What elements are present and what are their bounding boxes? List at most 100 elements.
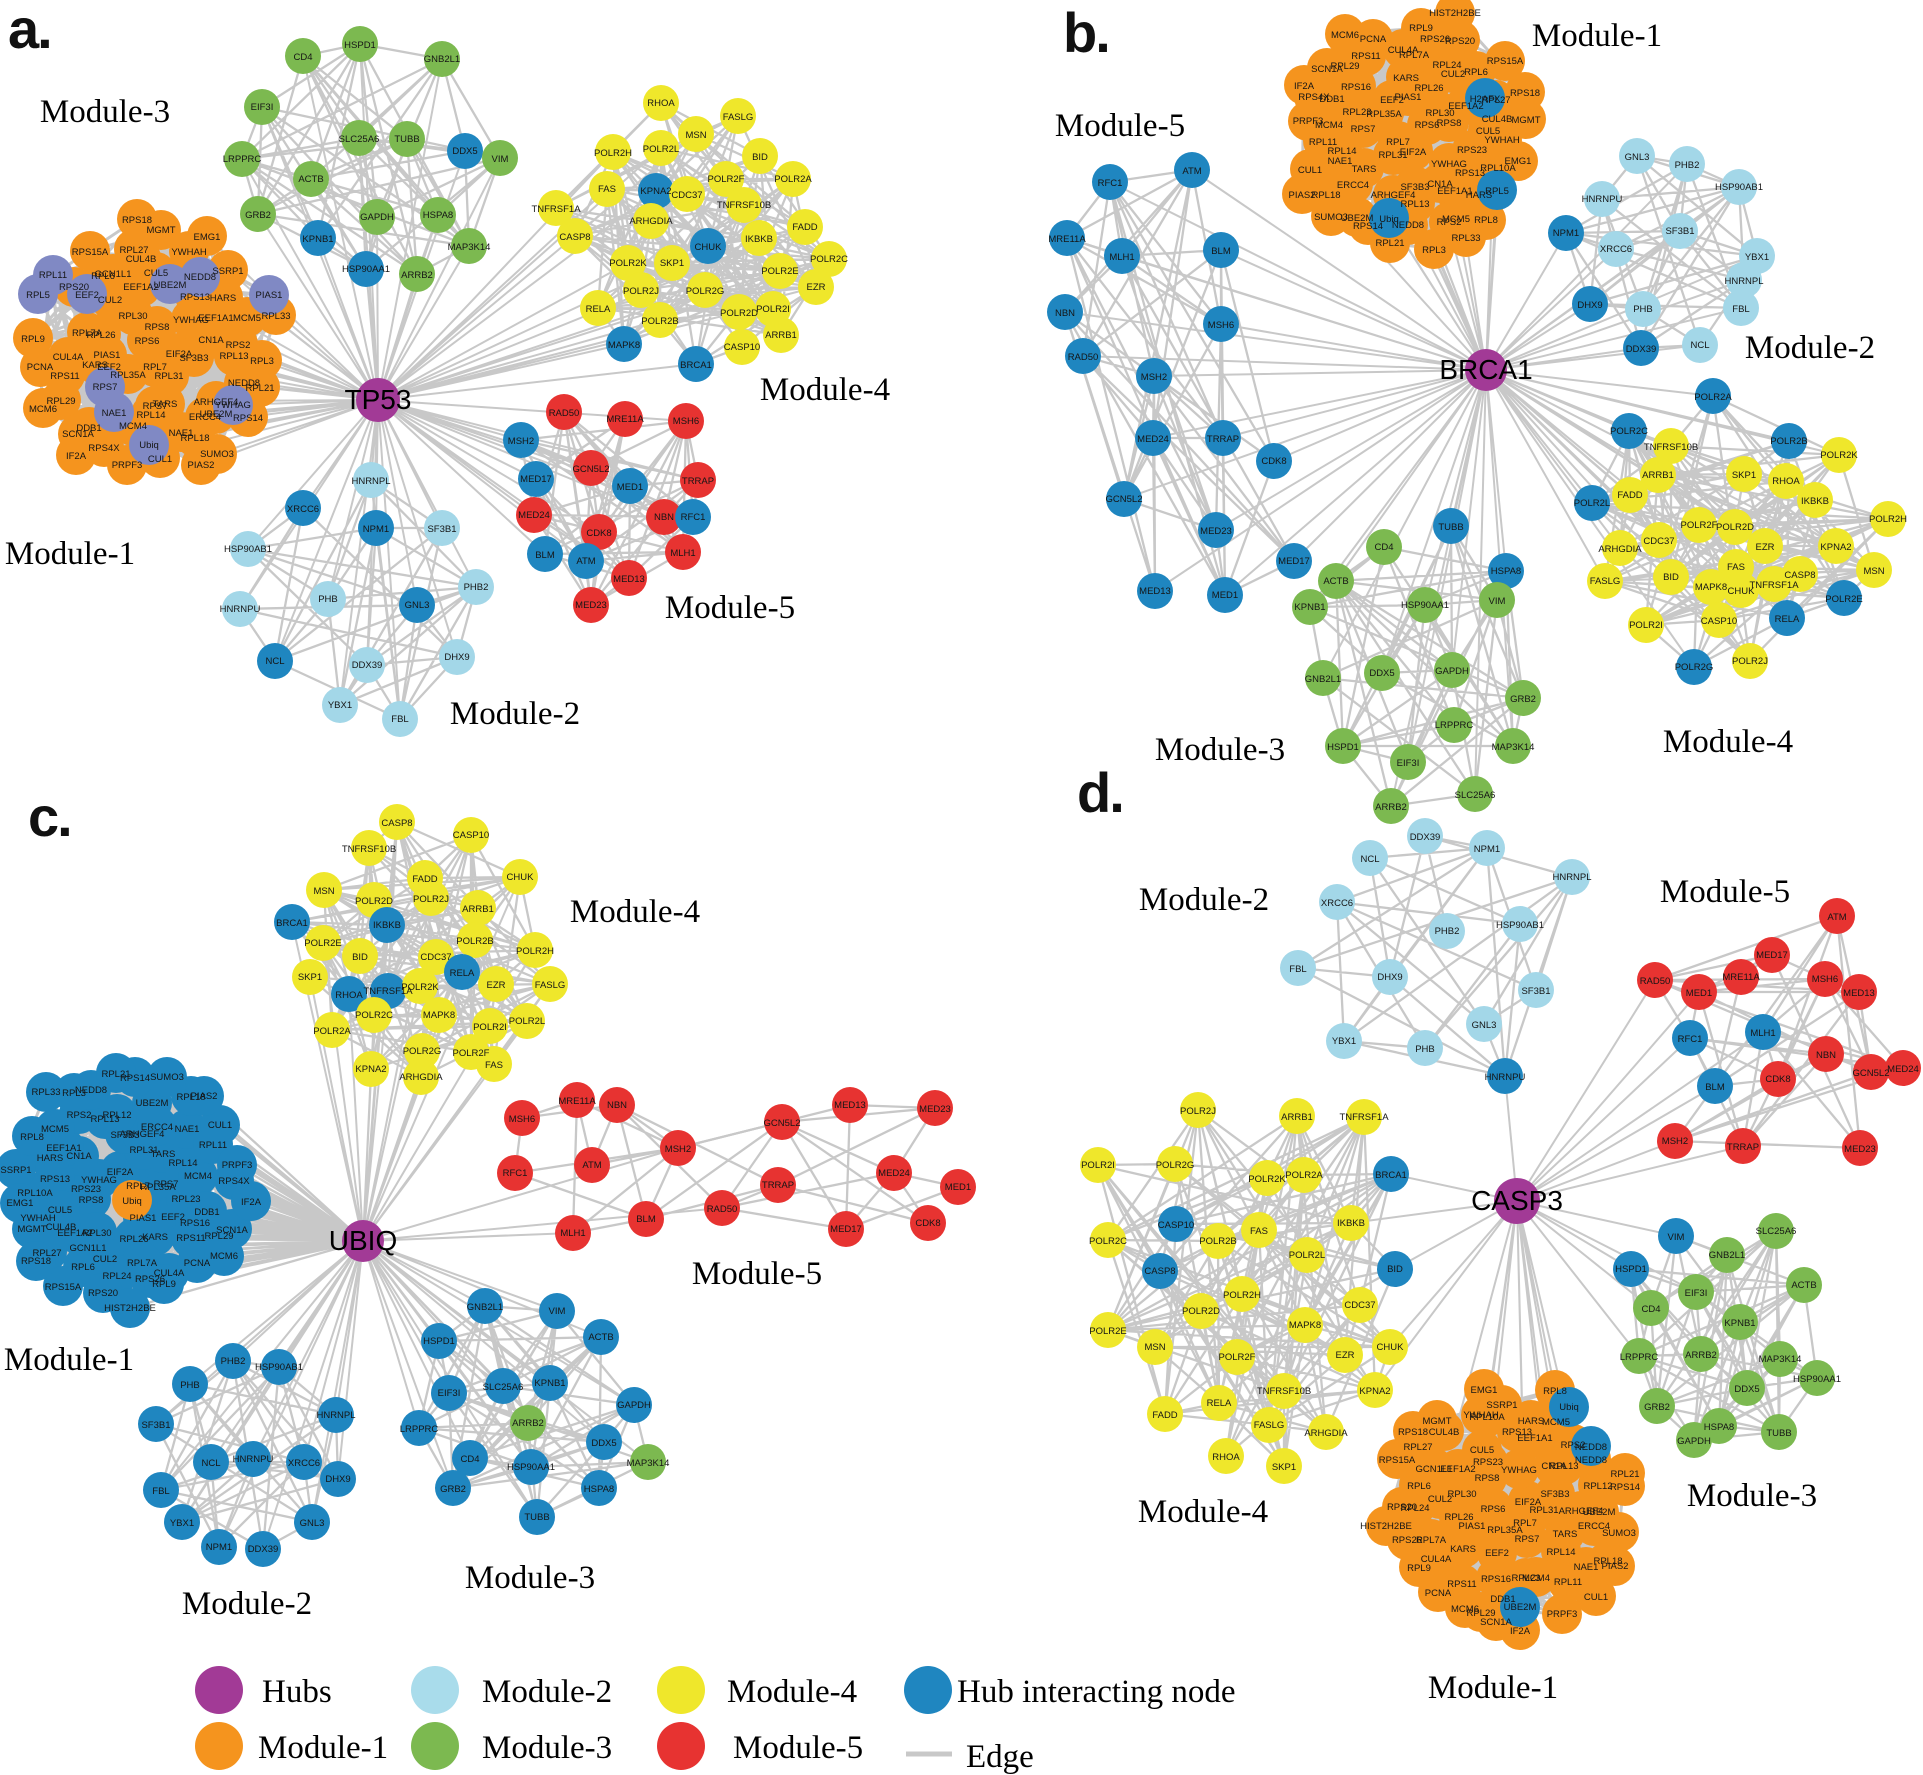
svg-text:RPS8: RPS8: [145, 322, 170, 333]
svg-text:RPL30: RPL30: [1447, 1489, 1476, 1500]
svg-text:NBN: NBN: [1055, 308, 1075, 319]
svg-text:RPL11: RPL11: [199, 1140, 227, 1151]
svg-text:EMG1: EMG1: [1505, 156, 1532, 167]
svg-text:RPL14: RPL14: [136, 410, 165, 421]
svg-text:CASP10: CASP10: [1701, 616, 1737, 627]
svg-text:LRPPRC: LRPPRC: [1620, 1352, 1659, 1363]
svg-text:RPS20: RPS20: [1387, 1502, 1417, 1513]
svg-text:RPL7: RPL7: [126, 1181, 150, 1192]
svg-text:MCM4: MCM4: [1522, 1573, 1550, 1584]
svg-text:RPS15A: RPS15A: [45, 1282, 82, 1293]
svg-text:CDC37: CDC37: [1643, 536, 1674, 547]
svg-text:BLM: BLM: [1705, 1082, 1725, 1093]
svg-text:EMG1: EMG1: [194, 232, 221, 243]
svg-text:RPL7A: RPL7A: [1399, 50, 1430, 61]
svg-text:RPL30: RPL30: [82, 1228, 111, 1239]
svg-text:UBE2M: UBE2M: [1583, 1507, 1616, 1518]
svg-text:RHOA: RHOA: [647, 98, 675, 109]
svg-text:RPS13: RPS13: [180, 292, 210, 303]
svg-text:EEF1A1: EEF1A1: [46, 1143, 81, 1154]
svg-text:EIF3I: EIF3I: [251, 102, 274, 113]
svg-text:MED13: MED13: [613, 574, 645, 585]
svg-text:POLR2B: POLR2B: [641, 316, 679, 327]
svg-text:EEF2: EEF2: [1485, 1548, 1509, 1559]
svg-text:RPL30: RPL30: [1425, 108, 1454, 119]
svg-text:RPS2: RPS2: [1561, 1440, 1586, 1451]
svg-text:PIAS2: PIAS2: [1602, 1561, 1629, 1572]
svg-text:POLR2H: POLR2H: [1223, 1290, 1261, 1301]
svg-text:RELA: RELA: [586, 304, 611, 315]
svg-text:RPL29: RPL29: [204, 1231, 233, 1242]
svg-text:KPNB1: KPNB1: [1294, 602, 1325, 613]
svg-text:POLR2J: POLR2J: [1732, 656, 1768, 667]
svg-text:TRRAP: TRRAP: [1727, 1142, 1759, 1153]
svg-text:NEDD8: NEDD8: [1575, 1442, 1607, 1453]
svg-text:PHB: PHB: [180, 1380, 200, 1391]
svg-text:RPL13: RPL13: [219, 351, 248, 362]
svg-text:POLR2J: POLR2J: [1180, 1106, 1216, 1117]
svg-text:EEF2: EEF2: [1380, 95, 1404, 106]
svg-text:Module-2: Module-2: [1139, 882, 1269, 918]
svg-text:MCM5: MCM5: [1442, 214, 1470, 225]
svg-text:RPL24: RPL24: [1432, 60, 1461, 71]
svg-text:RPL7: RPL7: [1513, 1518, 1537, 1529]
svg-text:POLR2H: POLR2H: [594, 148, 632, 159]
svg-text:DDX39: DDX39: [1626, 344, 1657, 355]
svg-text:LRPPRC: LRPPRC: [223, 154, 262, 165]
svg-text:RPS11: RPS11: [1447, 1579, 1476, 1590]
svg-text:EEF1A1: EEF1A1: [1517, 1433, 1552, 1444]
svg-text:RPS8: RPS8: [79, 1195, 104, 1206]
svg-text:RPS20: RPS20: [59, 282, 89, 293]
svg-text:HARS: HARS: [210, 293, 236, 304]
svg-text:ERCC4: ERCC4: [141, 1122, 173, 1133]
svg-text:SF3B1: SF3B1: [141, 1420, 170, 1431]
svg-text:SKP1: SKP1: [1732, 470, 1756, 481]
svg-text:MSN: MSN: [685, 130, 706, 141]
svg-text:MAP3K14: MAP3K14: [1492, 742, 1535, 753]
svg-text:TRRAP: TRRAP: [682, 476, 714, 487]
svg-text:SUMO3: SUMO3: [1314, 212, 1348, 223]
svg-text:MSN: MSN: [1144, 1342, 1165, 1353]
svg-text:RPS20: RPS20: [88, 1288, 118, 1299]
svg-text:TNFRSF1A: TNFRSF1A: [363, 986, 413, 997]
svg-text:RPS23: RPS23: [1457, 145, 1487, 156]
svg-text:EEF1A2: EEF1A2: [123, 282, 158, 293]
svg-text:SCN1A: SCN1A: [216, 1225, 248, 1236]
svg-text:BID: BID: [752, 152, 768, 163]
svg-text:RPL7A: RPL7A: [72, 328, 103, 339]
svg-text:ARHGEF4: ARHGEF4: [1559, 1506, 1604, 1517]
svg-text:RPL3: RPL3: [62, 1088, 86, 1099]
svg-text:CUL4B: CUL4B: [1482, 114, 1513, 125]
svg-text:EEF1A2: EEF1A2: [57, 1228, 92, 1239]
svg-text:ACTB: ACTB: [1791, 1280, 1816, 1291]
svg-text:HNRNPL: HNRNPL: [1724, 276, 1763, 287]
svg-text:IF2A: IF2A: [66, 451, 87, 462]
svg-text:RPL5: RPL5: [26, 290, 50, 301]
svg-text:BRCA1: BRCA1: [276, 918, 308, 929]
svg-text:Hub interacting node: Hub interacting node: [957, 1674, 1236, 1710]
svg-text:ACTB: ACTB: [588, 1332, 613, 1343]
svg-text:RPS4X: RPS4X: [1298, 92, 1330, 103]
svg-text:PHB: PHB: [318, 594, 338, 605]
svg-text:CASP8: CASP8: [1784, 570, 1815, 581]
svg-text:SLC25A6: SLC25A6: [339, 134, 380, 145]
svg-text:Module-2: Module-2: [450, 696, 580, 732]
svg-text:POLR2I: POLR2I: [1081, 1160, 1115, 1171]
svg-text:Module-4: Module-4: [760, 372, 890, 408]
svg-text:CHUK: CHUK: [1377, 1342, 1405, 1353]
svg-text:RPL10A: RPL10A: [1480, 163, 1516, 174]
svg-text:RPS23: RPS23: [1473, 1457, 1503, 1468]
svg-text:CD4: CD4: [293, 52, 312, 63]
svg-text:HSPA8: HSPA8: [1704, 1422, 1734, 1433]
svg-text:TUBB: TUBB: [1766, 1428, 1791, 1439]
svg-text:DDB1: DDB1: [1319, 94, 1344, 105]
svg-text:VIM: VIM: [1668, 1232, 1685, 1243]
svg-text:RPS26: RPS26: [1420, 34, 1450, 45]
svg-text:RPS18: RPS18: [122, 215, 152, 226]
svg-text:RPL23: RPL23: [1342, 107, 1371, 118]
svg-text:EZR: EZR: [1336, 1350, 1355, 1361]
svg-text:POLR2B: POLR2B: [456, 936, 494, 947]
svg-text:CUL4A: CUL4A: [1388, 45, 1419, 56]
svg-text:RPL14: RPL14: [1327, 146, 1356, 157]
svg-text:YWHAH: YWHAH: [1484, 135, 1520, 146]
